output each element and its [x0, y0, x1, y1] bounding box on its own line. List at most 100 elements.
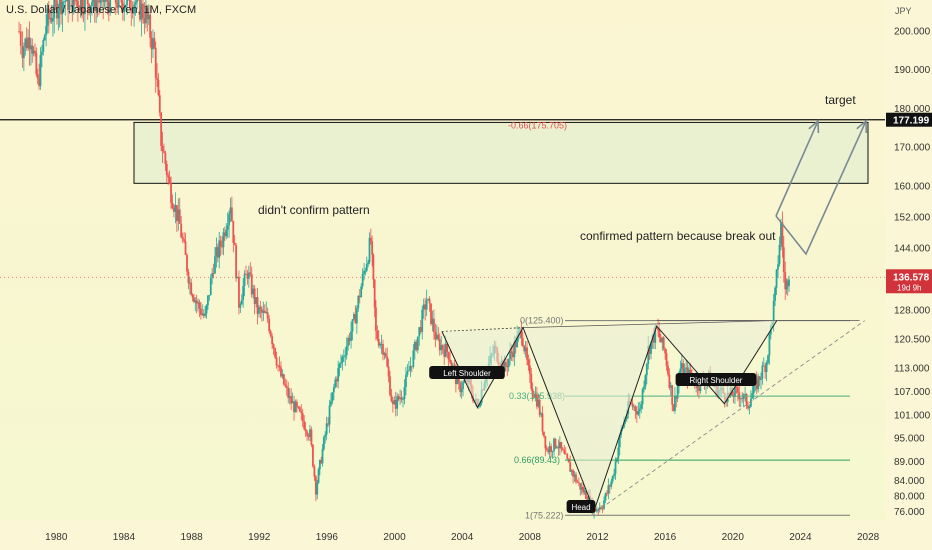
fib-label-3: 0.66(89.43)	[514, 455, 560, 465]
candle-body	[147, 14, 150, 20]
candle-body	[512, 352, 514, 358]
candle-body	[84, 0, 86, 15]
candle-body	[89, 5, 92, 13]
candle-body	[764, 365, 767, 372]
candle-body	[647, 345, 650, 364]
candle-body	[425, 300, 428, 310]
candle-body	[679, 368, 682, 377]
candle-body	[440, 345, 443, 351]
candle-body	[551, 451, 554, 452]
candle-body	[325, 423, 328, 435]
candle-body	[39, 54, 42, 87]
candle-body	[306, 431, 308, 436]
candle-body	[139, 0, 141, 20]
candle-body	[752, 384, 755, 394]
y-tick-label: 113.000	[894, 364, 930, 375]
candle-body	[506, 365, 509, 368]
candle-body	[124, 5, 127, 8]
candle-body	[75, 0, 78, 2]
candle-body	[633, 406, 635, 408]
candle-body	[553, 438, 555, 452]
candle-body	[340, 362, 342, 364]
candle-body	[43, 35, 46, 41]
candle-body	[158, 95, 161, 113]
candle-body	[50, 17, 53, 22]
label-right-shoulder: Right Shoulder	[690, 376, 743, 385]
candle-body	[154, 47, 157, 78]
candle-body	[18, 31, 20, 33]
x-tick-label: 2016	[654, 532, 677, 543]
candle-body	[387, 366, 390, 377]
candle-body	[635, 411, 638, 415]
candle-body	[143, 18, 146, 24]
y-tick-label: 160.000	[894, 181, 931, 192]
candle-body	[328, 405, 331, 425]
candle-body	[430, 303, 432, 325]
candle-body	[641, 389, 644, 405]
candle-body	[360, 286, 363, 298]
candle-body	[310, 429, 313, 445]
candle-body	[604, 493, 607, 501]
candle-body	[778, 244, 781, 265]
candle-body	[457, 375, 460, 383]
candle-body	[364, 270, 367, 272]
candle-body	[314, 476, 317, 495]
candle-body	[31, 45, 34, 54]
candle-body	[258, 307, 260, 314]
candle-body	[781, 222, 784, 248]
candle-body	[102, 0, 105, 2]
x-tick-label: 2004	[451, 532, 474, 543]
candle-body	[585, 490, 587, 500]
candle-body	[683, 369, 686, 376]
candle-body	[214, 256, 216, 274]
candle-body	[296, 401, 298, 407]
candle-body	[780, 222, 782, 245]
candle-body	[21, 45, 24, 59]
candle-body	[259, 307, 262, 310]
x-tick-label: 1996	[316, 532, 339, 543]
fib-label-1: 0(125.400)	[520, 316, 564, 326]
candle-body	[637, 410, 640, 415]
candle-body	[624, 418, 627, 422]
candle-body	[60, 0, 62, 15]
candle-body	[183, 239, 185, 242]
x-tick-label: 1988	[180, 532, 203, 543]
x-tick-label: 1980	[45, 532, 68, 543]
candle-body	[342, 356, 345, 358]
support-trendline	[600, 320, 865, 509]
y-tick-label: 200.000	[894, 26, 931, 37]
candle-body	[554, 438, 557, 448]
candle-body	[49, 17, 52, 19]
candle-body	[741, 398, 744, 400]
candle-body	[422, 304, 425, 310]
candle-body	[396, 396, 399, 409]
y-tick-label: 128.000	[894, 306, 931, 317]
candle-body	[403, 386, 406, 400]
candle-body	[233, 242, 236, 246]
x-tick-label: 2028	[857, 532, 880, 543]
candle-body	[405, 374, 407, 387]
candle-body	[761, 365, 764, 379]
candle-body	[207, 295, 209, 306]
candle-body	[661, 337, 664, 343]
candle-body	[427, 298, 430, 301]
candle-body	[660, 337, 662, 343]
candle-body	[208, 295, 211, 296]
candle-body	[774, 287, 776, 301]
x-tick-label: 2024	[789, 532, 812, 543]
candle-body	[86, 0, 89, 5]
candle-body	[204, 313, 207, 316]
candle-body	[260, 309, 263, 313]
x-tick-label: 2008	[519, 532, 542, 543]
candle-body	[434, 331, 437, 340]
candle-body	[341, 356, 344, 363]
candle-body	[510, 351, 513, 353]
candle-body	[298, 407, 301, 412]
candle-body	[268, 318, 271, 332]
candle-body	[547, 449, 550, 453]
candle-body	[503, 362, 506, 372]
candle-body	[400, 397, 403, 400]
current-price-value: 136.578	[893, 272, 930, 283]
